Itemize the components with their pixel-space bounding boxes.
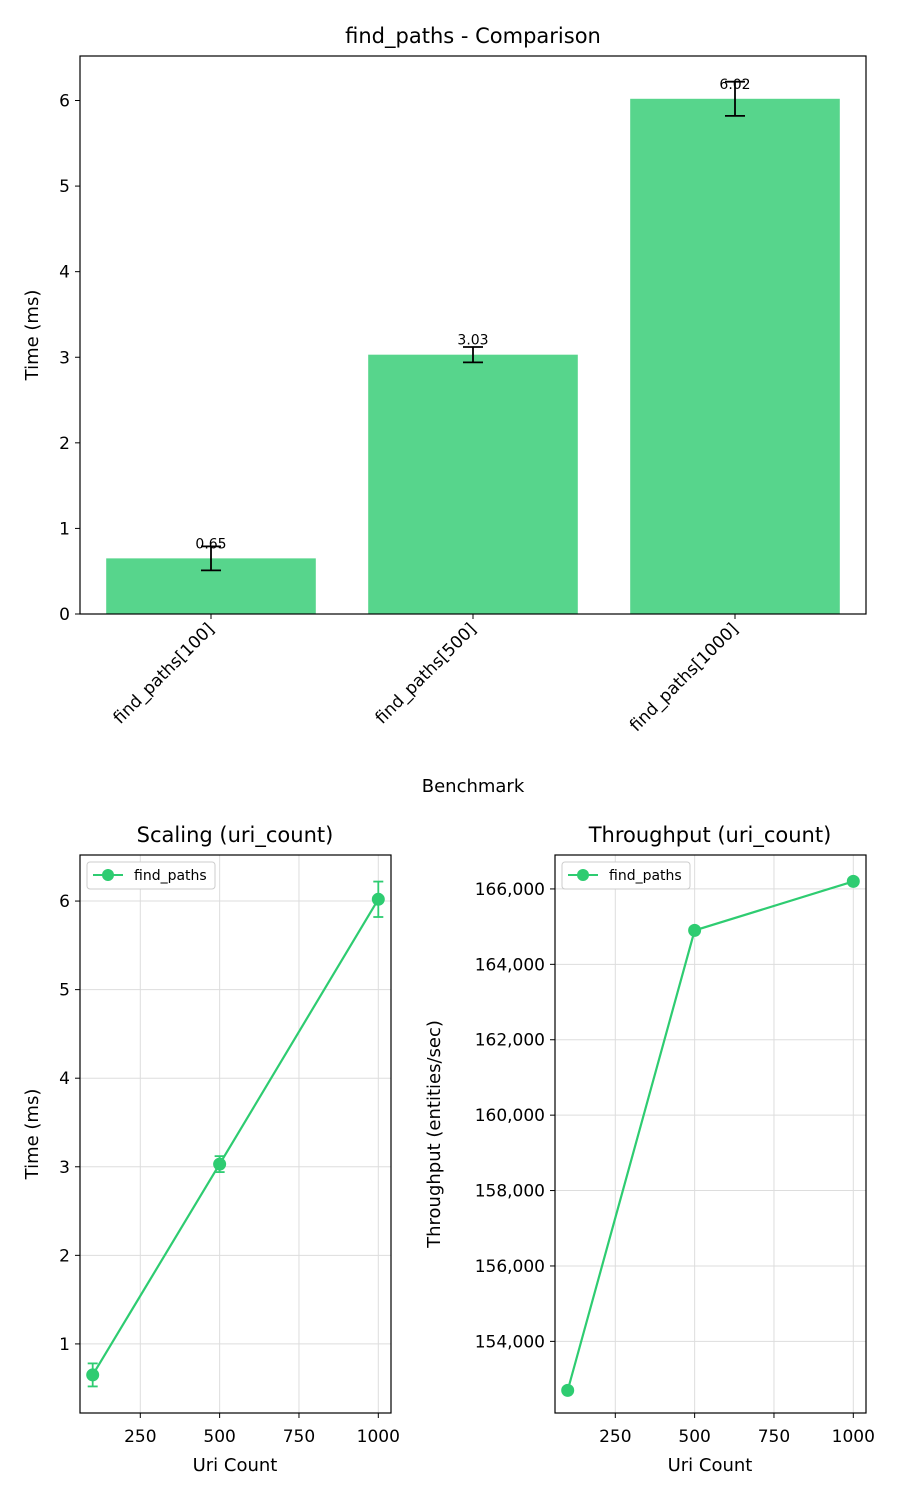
scaling-y-tick-label: 6 bbox=[59, 892, 70, 912]
throughput-y-tick-label: 164,000 bbox=[475, 955, 545, 975]
scaling-plot-frame bbox=[79, 854, 392, 1414]
throughput-plot-frame bbox=[554, 854, 867, 1414]
throughput-y-axis-label: Throughput (entities/sec) bbox=[424, 1020, 445, 1249]
throughput-y-tick-label: 162,000 bbox=[475, 1031, 545, 1051]
comparison-y-tick-label: 5 bbox=[59, 177, 70, 197]
throughput-title: Throughput (uri_count) bbox=[588, 823, 832, 848]
comparison-y-tick-label: 4 bbox=[59, 263, 70, 283]
scaling-data-point bbox=[213, 1157, 227, 1171]
throughput-x-tick-label: 250 bbox=[599, 1427, 631, 1447]
scaling-x-axis-label: Uri Count bbox=[193, 1455, 278, 1476]
comparison-y-tick-label: 0 bbox=[59, 605, 70, 625]
throughput-legend-label: find_paths bbox=[609, 868, 682, 884]
throughput-legend: find_paths bbox=[561, 861, 691, 890]
throughput-y-tick-label: 156,000 bbox=[475, 1257, 545, 1277]
throughput-x-tick-label: 750 bbox=[758, 1427, 790, 1447]
throughput-y-tick-label: 166,000 bbox=[475, 880, 545, 900]
comparison-y-tick-label: 3 bbox=[59, 348, 70, 368]
throughput-x-tick-label: 500 bbox=[678, 1427, 710, 1447]
comparison-bar bbox=[368, 354, 578, 614]
throughput-x-axis-label: Uri Count bbox=[668, 1455, 753, 1476]
throughput-chart: 250 500 750 1000 154,000 156,000 158,000 160,00… bbox=[424, 823, 875, 1476]
scaling-data-point bbox=[371, 892, 385, 906]
throughput-data-point bbox=[561, 1383, 575, 1397]
comparison-value-label: 3.03 bbox=[457, 333, 488, 349]
scaling-chart: 250 500 750 1000 1 2 3 4 5 6 find_paths Scaling (… bbox=[22, 823, 400, 1476]
scaling-x-tick-label: 250 bbox=[124, 1427, 156, 1447]
scaling-legend: find_paths bbox=[86, 861, 216, 890]
throughput-x-tick-label: 1000 bbox=[832, 1427, 875, 1447]
throughput-data-point bbox=[846, 874, 860, 888]
scaling-y-tick-label: 2 bbox=[59, 1246, 70, 1266]
scaling-legend-marker bbox=[102, 869, 114, 881]
throughput-data-point bbox=[688, 923, 702, 937]
scaling-data-point bbox=[86, 1368, 100, 1382]
comparison-x-axis-label: Benchmark bbox=[422, 776, 525, 797]
scaling-x-tick-label: 500 bbox=[203, 1427, 235, 1447]
scaling-y-tick-label: 1 bbox=[59, 1335, 70, 1355]
scaling-x-tick-label: 1000 bbox=[357, 1427, 400, 1447]
throughput-y-tick-label: 154,000 bbox=[475, 1332, 545, 1352]
scaling-y-tick-label: 3 bbox=[59, 1158, 70, 1178]
comparison-y-tick-label: 6 bbox=[59, 92, 70, 112]
comparison-value-label: 0.65 bbox=[195, 536, 226, 552]
scaling-legend-label: find_paths bbox=[134, 868, 207, 884]
scaling-y-axis-label: Time (ms) bbox=[22, 1089, 43, 1181]
comparison-y-axis-label: Time (ms) bbox=[22, 290, 43, 382]
throughput-y-tick-label: 158,000 bbox=[475, 1182, 545, 1202]
comparison-title: find_paths - Comparison bbox=[345, 24, 601, 49]
scaling-title: Scaling (uri_count) bbox=[137, 823, 334, 848]
scaling-y-tick-label: 4 bbox=[59, 1069, 70, 1089]
comparison-bar bbox=[630, 98, 840, 615]
comparison-value-label: 6.02 bbox=[719, 77, 750, 93]
scaling-x-tick-label: 750 bbox=[283, 1427, 315, 1447]
throughput-y-tick-label: 160,000 bbox=[475, 1106, 545, 1126]
scaling-y-tick-label: 5 bbox=[59, 981, 70, 1001]
throughput-legend-box bbox=[561, 861, 691, 890]
comparison-y-tick-label: 2 bbox=[59, 434, 70, 454]
comparison-y-tick-label: 1 bbox=[59, 519, 70, 539]
scaling-legend-box bbox=[86, 861, 216, 890]
throughput-legend-marker bbox=[577, 869, 589, 881]
